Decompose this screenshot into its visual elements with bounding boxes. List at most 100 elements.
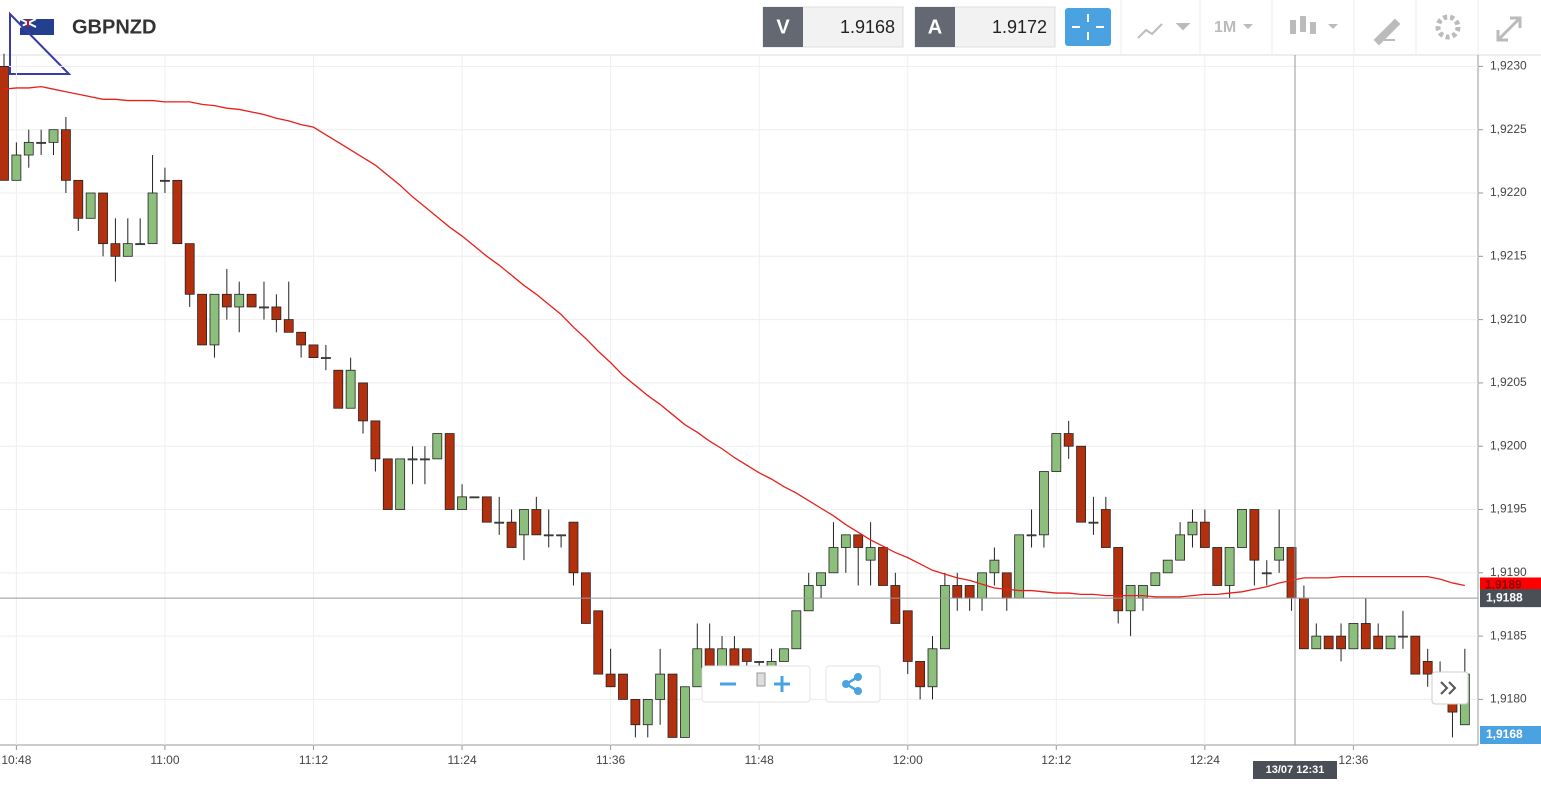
y-tick-label: 1,9190 [1490,565,1527,579]
candle-body [878,547,888,586]
candle-body [754,661,765,663]
candle-body [605,673,616,688]
candle-body [271,306,282,321]
candle-body [320,357,331,359]
zoom-panel [701,665,811,703]
candle-body [939,585,950,650]
ask-tag [915,7,955,47]
crosshair-time-label: 13/07 12:31 [1266,764,1325,776]
scroll-icon [1440,681,1457,695]
bid-tag [763,7,803,47]
candle-body [1150,572,1161,586]
x-tick-label: 11:00 [150,753,179,767]
ma-price-label: 1,9189 [1485,578,1522,592]
candle-body [964,585,975,599]
zoom-controls[interactable] [701,665,811,703]
candle-body [1373,635,1384,650]
x-tick-label: 11:48 [745,753,774,767]
candle-body [1249,509,1260,561]
candle-body [816,572,826,586]
candle-body [122,243,133,257]
timeframe-button[interactable]: 1M [1214,19,1236,36]
candle-body [915,661,926,688]
y-tick-label: 1,9220 [1490,185,1527,199]
candle-body [828,547,839,574]
y-tick-label: 1,9230 [1490,59,1527,73]
candle-body [1224,547,1235,586]
scroll-latest-button[interactable] [1431,671,1469,705]
candle-body [469,496,480,499]
candle-body [506,521,517,548]
candle-body [1422,661,1433,675]
candle-body [296,331,307,346]
moving-average-line [3,85,1465,598]
candle-body [902,610,913,662]
symbol: GBPNZD [72,16,156,38]
bid-price-tag [1480,726,1541,744]
y-tick-label: 1,9205 [1490,375,1527,389]
candle-body [890,585,901,624]
draw-button[interactable] [1373,18,1401,46]
y-tick-label: 1,9210 [1490,312,1527,326]
candle-body [395,458,406,510]
share-button[interactable] [825,665,881,703]
x-tick-label: 11:36 [596,753,625,767]
share-dot [842,680,850,688]
candle-body [1360,623,1371,650]
candle-body [989,559,1000,574]
candle-body [1237,509,1247,548]
candle-body [779,648,789,662]
candle-body [110,243,121,257]
candle-body [444,433,455,510]
candle-body [382,458,393,510]
candle-body [1323,635,1334,650]
candle-type-button[interactable] [1290,16,1338,34]
candle-body [0,65,9,181]
candle-body [135,243,146,246]
crosshair-time-tag [1253,761,1337,779]
y-tick-label: 1,9215 [1490,248,1527,262]
fullscreen-button[interactable] [1496,16,1522,42]
x-tick-label: 12:12 [1041,753,1071,767]
candle-body [1175,534,1185,561]
candle-body [345,369,356,409]
candle-body [1199,521,1210,548]
candle-body [172,179,183,245]
y-tick-label: 1,9200 [1490,438,1527,452]
candle-body [1385,635,1396,650]
timeframe-caret [1243,24,1253,29]
x-tick-label: 11:12 [299,753,328,767]
candle-body [407,458,418,461]
candle-body [630,699,641,726]
candle-body [457,496,467,510]
candle-body [618,673,628,700]
scroll-panel [1431,671,1469,705]
candle-body [655,673,666,700]
zoom-in [774,676,790,692]
candle-body [531,509,542,536]
candle-body [23,141,34,156]
candle-body [246,293,257,308]
candle-body [952,585,963,599]
candle-body [556,534,566,537]
crosshair-button[interactable] [1065,8,1111,46]
candle-body [221,293,232,308]
candle-body [927,648,938,688]
candle-body [1026,534,1037,537]
candle-body [680,686,690,738]
bid-price-label: 1,9168 [1486,727,1523,741]
ask-price: 1.9172 [992,17,1047,37]
candle-body [197,293,207,346]
candle-body [234,293,245,308]
candle-body [1063,433,1074,447]
x-tick-label: 12:36 [1338,753,1368,767]
candle-body [1311,635,1322,650]
candle-body [1410,635,1421,675]
candle-body [259,306,269,309]
settings-button[interactable] [1435,14,1461,40]
chart-type-button[interactable] [1137,23,1191,39]
ask-label: A [928,16,942,38]
candle-body [308,344,319,358]
